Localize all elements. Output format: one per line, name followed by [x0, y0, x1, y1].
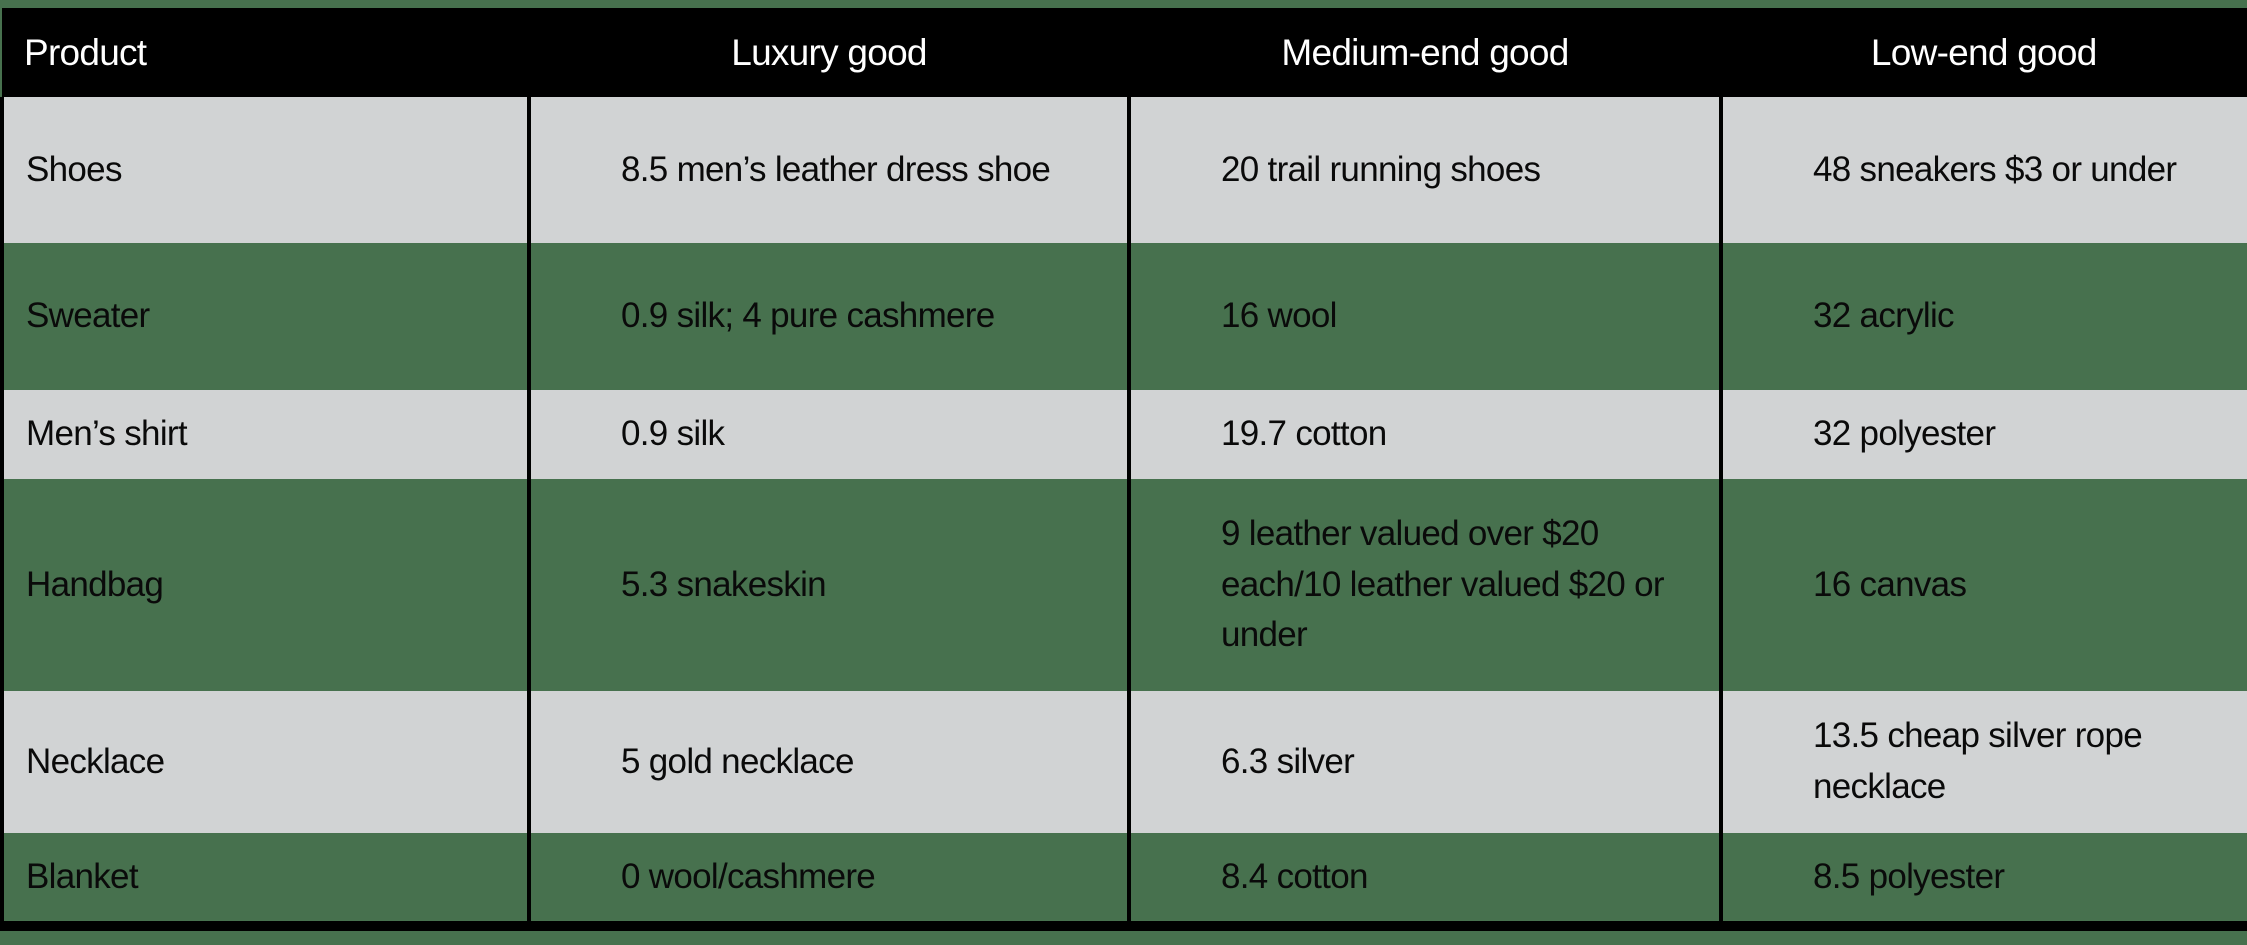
- cell-low: 13.5 cheap silver rope necklace: [1719, 691, 2247, 833]
- column-header-luxury-good: Luxury good: [529, 8, 1129, 97]
- table-header: Product Luxury good Medium-end good Low-…: [2, 8, 2247, 97]
- cell-medium: 6.3 silver: [1127, 691, 1721, 833]
- column-header-product: Product: [2, 8, 529, 97]
- cell-luxury: 8.5 men’s leather dress shoe: [527, 97, 1129, 243]
- table-row-shoes: Shoes 8.5 men’s leather dress shoe 20 tr…: [0, 97, 2247, 243]
- cell-product: Necklace: [0, 691, 529, 833]
- cell-medium: 20 trail running shoes: [1127, 97, 1721, 243]
- cell-luxury: 5 gold necklace: [527, 691, 1129, 833]
- goods-comparison-table: Product Luxury good Medium-end good Low-…: [0, 8, 2247, 931]
- cell-medium: 8.4 cotton: [1127, 833, 1721, 931]
- cell-medium: 9 leather valued over $20 each/10 leathe…: [1127, 479, 1721, 691]
- cell-low: 32 polyester: [1719, 390, 2247, 479]
- cell-product: Sweater: [0, 243, 529, 390]
- cell-product: Handbag: [0, 479, 529, 691]
- cell-product: Blanket: [0, 833, 529, 931]
- cell-product: Shoes: [0, 97, 529, 243]
- cell-product: Men’s shirt: [0, 390, 529, 479]
- table-row-mens-shirt: Men’s shirt 0.9 silk 19.7 cotton 32 poly…: [0, 390, 2247, 479]
- table-row-blanket: Blanket 0 wool/cashmere 8.4 cotton 8.5 p…: [0, 833, 2247, 931]
- cell-luxury: 0 wool/cashmere: [527, 833, 1129, 931]
- cell-luxury: 5.3 snakeskin: [527, 479, 1129, 691]
- table-row-sweater: Sweater 0.9 silk; 4 pure cashmere 16 woo…: [0, 243, 2247, 390]
- cell-luxury: 0.9 silk: [527, 390, 1129, 479]
- cell-low: 8.5 polyester: [1719, 833, 2247, 931]
- column-header-medium-end-good: Medium-end good: [1129, 8, 1721, 97]
- table-body: Shoes 8.5 men’s leather dress shoe 20 tr…: [0, 97, 2247, 931]
- cell-low: 48 sneakers $3 or under: [1719, 97, 2247, 243]
- cell-medium: 16 wool: [1127, 243, 1721, 390]
- cell-low: 32 acrylic: [1719, 243, 2247, 390]
- cell-luxury: 0.9 silk; 4 pure cashmere: [527, 243, 1129, 390]
- header-row: Product Luxury good Medium-end good Low-…: [2, 8, 2247, 97]
- cell-low: 16 canvas: [1719, 479, 2247, 691]
- table-row-handbag: Handbag 5.3 snakeskin 9 leather valued o…: [0, 479, 2247, 691]
- table-row-necklace: Necklace 5 gold necklace 6.3 silver 13.5…: [0, 691, 2247, 833]
- cell-medium: 19.7 cotton: [1127, 390, 1721, 479]
- column-header-low-end-good: Low-end good: [1721, 8, 2247, 97]
